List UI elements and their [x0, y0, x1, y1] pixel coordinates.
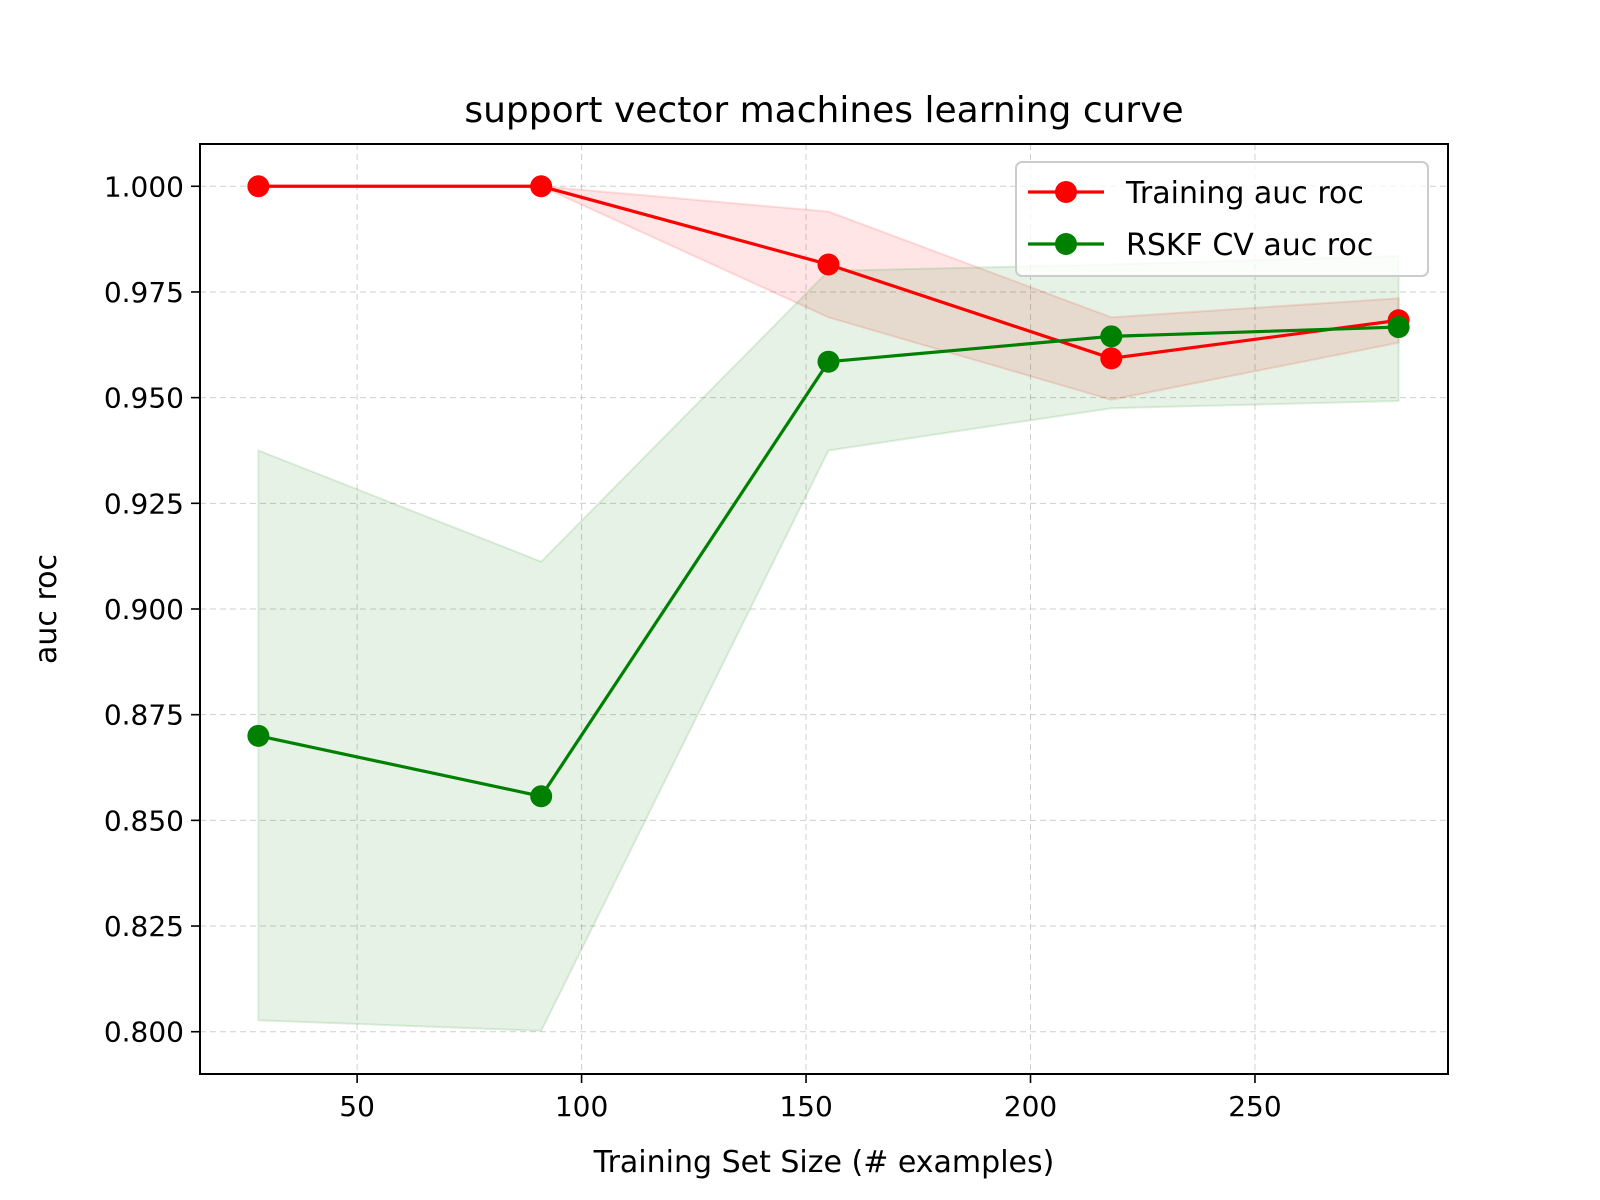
legend: Training auc roc RSKF CV auc roc — [1015, 161, 1429, 277]
y-tick-label: 1.000 — [104, 170, 184, 203]
y-tick-label: 0.800 — [104, 1016, 184, 1049]
x-tick-label: 150 — [779, 1090, 832, 1123]
rskf-cv-auc-roc-point — [1387, 316, 1410, 339]
y-tick-label: 0.825 — [104, 910, 184, 943]
rskf-cv-auc-roc-band — [257, 254, 1400, 1032]
series-points — [247, 175, 1410, 808]
x-tick-label: 100 — [555, 1090, 608, 1123]
x-tick-label: 200 — [1004, 1090, 1057, 1123]
rskf-cv-auc-roc-point — [1100, 325, 1123, 348]
x-tick-label: 250 — [1228, 1090, 1281, 1123]
y-tick-label: 0.975 — [104, 276, 184, 309]
training-auc-roc-point — [247, 175, 270, 198]
x-tick-label: 50 — [339, 1090, 375, 1123]
rskf-cv-auc-roc-point — [247, 724, 270, 747]
y-tick-label: 0.875 — [104, 699, 184, 732]
y-tick-label: 0.900 — [104, 593, 184, 626]
y-tick-label: 0.950 — [104, 382, 184, 415]
legend-label: Training auc roc — [1125, 176, 1364, 211]
y-axis-label: auc roc — [29, 554, 64, 664]
rskf-cv-auc-roc-point — [817, 350, 840, 373]
y-tick-label: 0.925 — [104, 487, 184, 520]
rskf-cv-auc-roc-point — [530, 785, 553, 808]
training-auc-roc-point — [530, 175, 553, 198]
axis-ticks: 50 100 150 200 250 0.800 0.825 0.850 0.875 0.900 0… — [104, 170, 1282, 1123]
training-auc-roc-point — [1100, 347, 1123, 370]
y-tick-label: 0.850 — [104, 804, 184, 837]
chart-title: support vector machines learning curve — [464, 90, 1183, 131]
legend-box — [1015, 161, 1429, 277]
x-axis-label: Training Set Size (# examples) — [593, 1145, 1055, 1180]
legend-label: RSKF CV auc roc — [1126, 228, 1373, 263]
training-auc-roc-point — [817, 253, 840, 276]
legend-marker — [1055, 233, 1077, 255]
legend-marker — [1055, 181, 1077, 203]
